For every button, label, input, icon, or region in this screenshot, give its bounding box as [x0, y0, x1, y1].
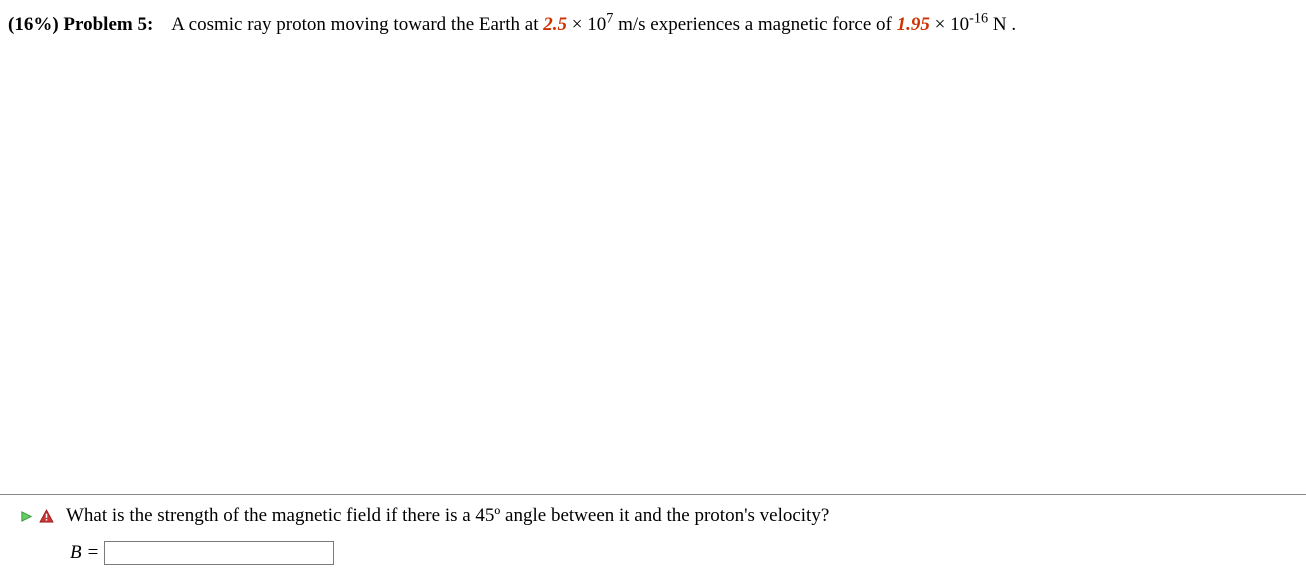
warning-icon [39, 509, 54, 524]
problem-percent: (16%) [8, 14, 59, 35]
answer-row: B = [70, 541, 1306, 565]
answer-input[interactable] [104, 541, 334, 565]
question-text: What is the strength of the magnetic fie… [66, 505, 829, 527]
force-exponent: -16 [969, 11, 988, 27]
force-times: × 10 [935, 14, 969, 35]
problem-text-2: m/s experiences a magnetic force of [618, 14, 897, 35]
question-row: What is the strength of the magnetic fie… [20, 505, 1306, 527]
problem-text-end: N . [993, 14, 1016, 35]
answer-equals: = [88, 542, 99, 564]
answer-variable: B [70, 542, 82, 564]
problem-label: Problem 5: [63, 14, 153, 35]
question-section: What is the strength of the magnetic fie… [0, 494, 1306, 565]
velocity-exponent: 7 [606, 11, 613, 27]
problem-statement: (16%) Problem 5: A cosmic ray proton mov… [8, 12, 1298, 39]
velocity-times: × 10 [572, 14, 606, 35]
play-icon[interactable] [20, 510, 33, 523]
problem-text-1: A cosmic ray proton moving toward the Ea… [171, 14, 543, 35]
velocity-value: 2.5 [543, 14, 567, 35]
force-value: 1.95 [897, 14, 930, 35]
